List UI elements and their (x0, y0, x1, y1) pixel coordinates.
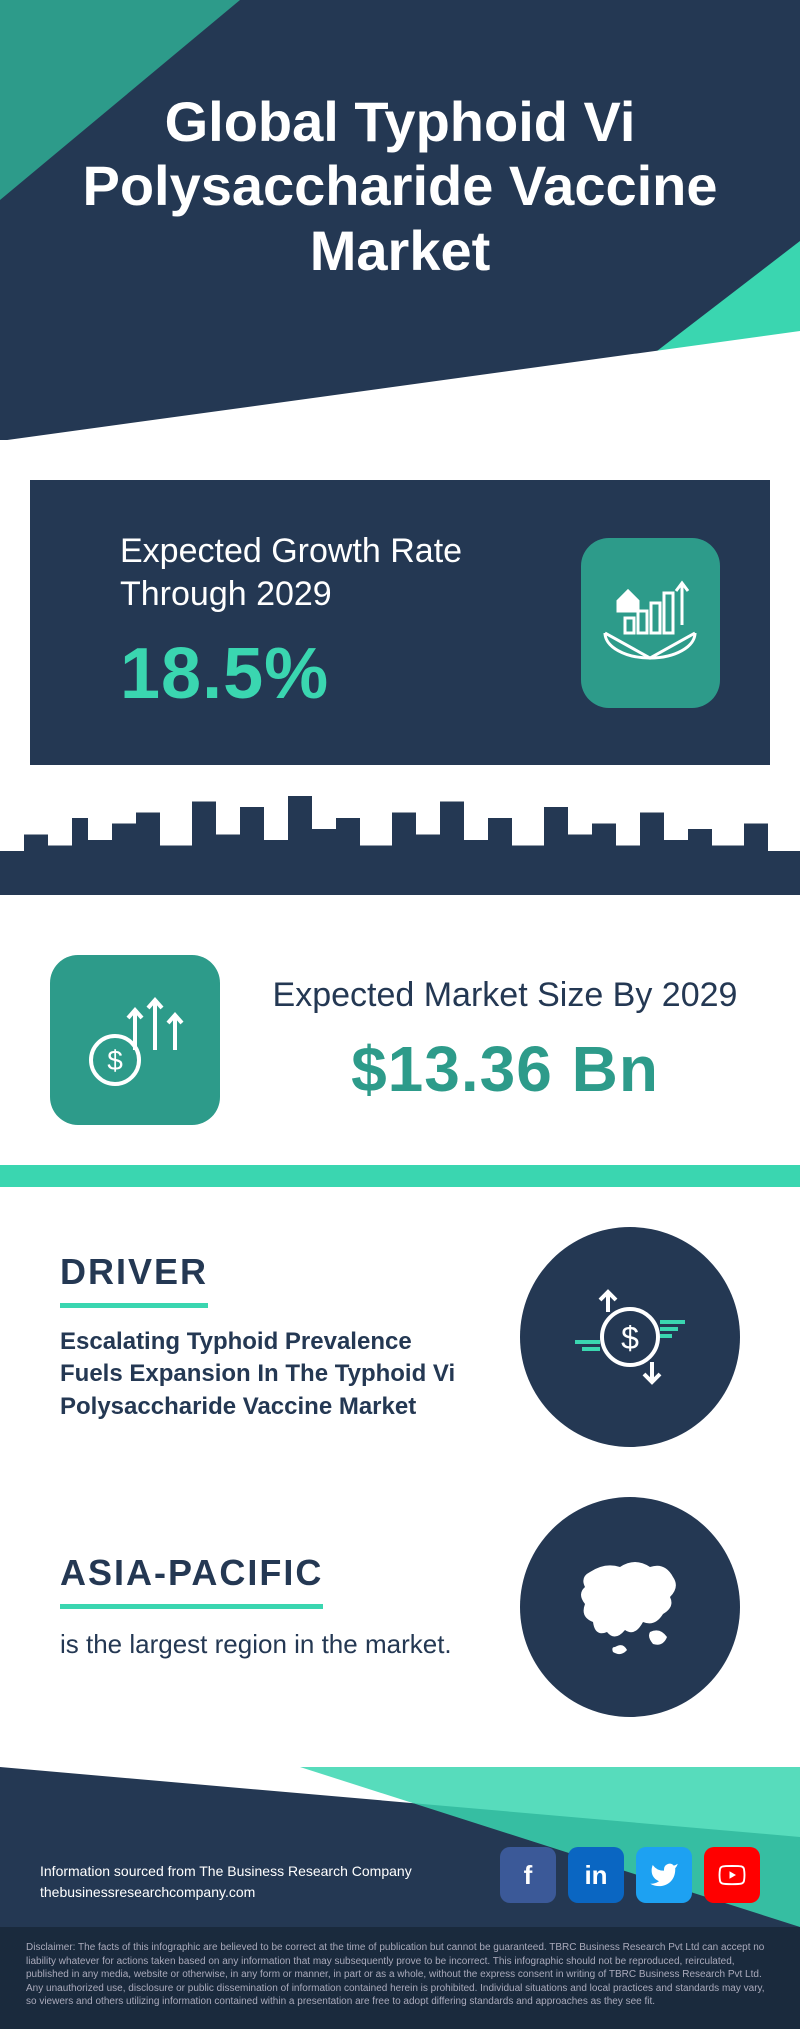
skyline-decor (0, 785, 800, 895)
page-title: Global Typhoid Vi Polysaccharide Vaccine… (0, 0, 800, 283)
growth-rate-panel: Expected Growth Rate Through 2029 18.5% (30, 480, 770, 765)
market-size-panel: $ Expected Market Size By 2029 $13.36 Bn (0, 895, 800, 1165)
svg-text:$: $ (621, 1320, 639, 1356)
region-heading: ASIA-PACIFIC (60, 1552, 323, 1609)
disclaimer-text: Disclaimer: The facts of this infographi… (0, 1927, 800, 2029)
asia-map-icon (520, 1497, 740, 1717)
market-size-value: $13.36 Bn (260, 1032, 750, 1106)
growth-rate-value: 18.5% (120, 633, 581, 715)
footer-attribution: Information sourced from The Business Re… (40, 1861, 412, 1903)
driver-heading: DRIVER (60, 1251, 208, 1308)
section-divider (0, 1165, 800, 1187)
footer-line2: thebusinessresearchcompany.com (40, 1882, 412, 1903)
footer: Information sourced from The Business Re… (0, 1767, 800, 1927)
growth-rate-label: Expected Growth Rate Through 2029 (120, 530, 581, 615)
market-size-label: Expected Market Size By 2029 (260, 974, 750, 1017)
driver-row: DRIVER Escalating Typhoid Prevalence Fue… (0, 1187, 800, 1457)
hero-decor-cut (0, 331, 800, 440)
region-body: is the largest region in the market. (60, 1627, 480, 1662)
driver-body: Escalating Typhoid Prevalence Fuels Expa… (60, 1326, 480, 1423)
dollar-growth-icon: $ (50, 955, 220, 1125)
social-links: f in (500, 1847, 760, 1903)
linkedin-icon[interactable]: in (568, 1847, 624, 1903)
growth-chart-icon (581, 538, 720, 708)
twitter-icon[interactable] (636, 1847, 692, 1903)
youtube-icon[interactable] (704, 1847, 760, 1903)
region-row: ASIA-PACIFIC is the largest region in th… (0, 1457, 800, 1727)
facebook-icon[interactable]: f (500, 1847, 556, 1903)
hero-section: Global Typhoid Vi Polysaccharide Vaccine… (0, 0, 800, 440)
footer-line1: Information sourced from The Business Re… (40, 1861, 412, 1882)
dollar-cycle-icon: $ (520, 1227, 740, 1447)
svg-text:$: $ (107, 1045, 123, 1076)
